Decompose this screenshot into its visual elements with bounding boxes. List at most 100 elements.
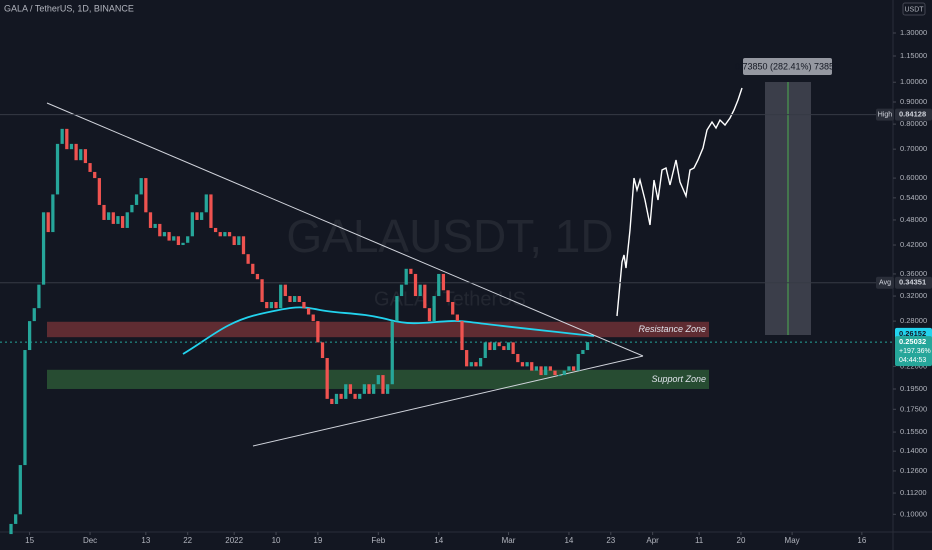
x-tick-label: 2022	[225, 536, 243, 545]
candle-body	[218, 232, 222, 237]
candle-body	[376, 375, 380, 385]
candle-body	[162, 232, 167, 237]
candle-body	[367, 384, 371, 394]
last-change: +197.36%	[899, 348, 931, 355]
candle-body	[125, 212, 129, 228]
candle-body	[176, 236, 181, 246]
candle-body	[195, 212, 199, 220]
watermark-name: GALA / TetherUS	[374, 288, 526, 310]
candle-body	[372, 384, 376, 394]
candle-body	[190, 212, 194, 237]
candle-body	[381, 375, 385, 394]
candle-body	[148, 212, 153, 228]
x-tick-label: 15	[25, 536, 34, 545]
candle-body	[404, 268, 408, 285]
candle-body	[576, 353, 580, 371]
candle-body	[153, 223, 157, 228]
high-value: 0.84128	[899, 110, 926, 119]
candle-body	[465, 350, 469, 367]
candle-body	[492, 342, 497, 351]
candle-body	[558, 375, 562, 377]
zone	[47, 321, 709, 338]
candle-body	[213, 227, 218, 233]
candle-body	[293, 296, 297, 303]
candle-body	[269, 302, 274, 309]
x-tick-label: Mar	[502, 536, 516, 545]
candle-body	[330, 398, 334, 405]
candle-body	[395, 296, 399, 322]
candle-body	[567, 366, 571, 371]
candle-body	[241, 236, 246, 255]
candle-body	[562, 370, 566, 376]
candle-body	[585, 342, 590, 351]
candle-body	[260, 279, 264, 303]
y-tick-label: 1.30000	[900, 28, 927, 37]
ma-value: 0.26152	[899, 329, 926, 338]
candle-body	[251, 263, 255, 274]
avg-value: 0.34351	[899, 278, 926, 287]
candle-body	[399, 284, 404, 297]
x-tick-label: 20	[737, 536, 746, 545]
candle-body	[288, 296, 292, 303]
x-tick-label: 16	[857, 536, 866, 545]
x-tick-label: 14	[434, 536, 443, 545]
x-tick-label: 13	[141, 536, 150, 545]
candle-body	[93, 171, 97, 179]
candle-body	[581, 350, 585, 354]
candle-body	[55, 143, 60, 195]
candle-body	[488, 342, 492, 351]
candle-body	[158, 223, 162, 237]
y-tick-label: 0.10000	[900, 509, 927, 518]
candle-body	[41, 212, 46, 285]
candle-body	[427, 308, 432, 322]
candle-body	[344, 384, 348, 399]
candle-body	[130, 204, 134, 213]
x-tick-label: 22	[183, 536, 192, 545]
candle-body	[478, 358, 483, 367]
candle-body	[279, 284, 283, 309]
candle-body	[79, 149, 83, 161]
candle-body	[172, 236, 176, 241]
candle-body	[144, 178, 148, 213]
candle-body	[525, 362, 529, 367]
y-tick-label: 0.14000	[900, 446, 927, 455]
candle-body	[460, 321, 464, 351]
candle-body	[571, 366, 576, 371]
candle-body	[441, 273, 446, 291]
x-tick-label: 19	[313, 536, 322, 545]
candle-body	[534, 366, 539, 371]
candle-body	[134, 194, 139, 205]
x-tick-label: Apr	[646, 536, 659, 545]
candle-body	[325, 358, 329, 399]
last-price-box	[895, 336, 932, 367]
candle-body	[283, 284, 287, 297]
candle-body	[334, 393, 339, 405]
candle-body	[107, 212, 111, 220]
y-tick-label: 0.42000	[900, 240, 927, 249]
high-value-box	[895, 108, 932, 121]
candle-body	[181, 242, 185, 246]
candle-body	[511, 342, 515, 354]
y-tick-label: 1.15000	[900, 51, 927, 60]
candle-body	[204, 194, 208, 213]
candle-body	[530, 362, 534, 371]
y-tick-label: 0.32000	[900, 291, 927, 300]
y-tick-label: 0.80000	[900, 119, 927, 128]
candle-body	[237, 236, 241, 246]
candle-body	[418, 284, 422, 297]
candle-body	[306, 308, 311, 315]
candle-body	[339, 393, 343, 399]
descending-trendline	[46, 102, 644, 357]
candle-body	[320, 342, 325, 359]
candle-body	[116, 216, 120, 224]
candle-body	[297, 296, 301, 303]
candle-body	[186, 236, 190, 243]
candle-body	[474, 362, 478, 367]
candle-body	[451, 302, 455, 315]
y-tick-label: 0.36000	[900, 269, 927, 278]
candle-body	[65, 128, 69, 150]
candle-body	[302, 302, 306, 309]
candle-body	[32, 308, 36, 322]
candle-body	[348, 384, 353, 394]
